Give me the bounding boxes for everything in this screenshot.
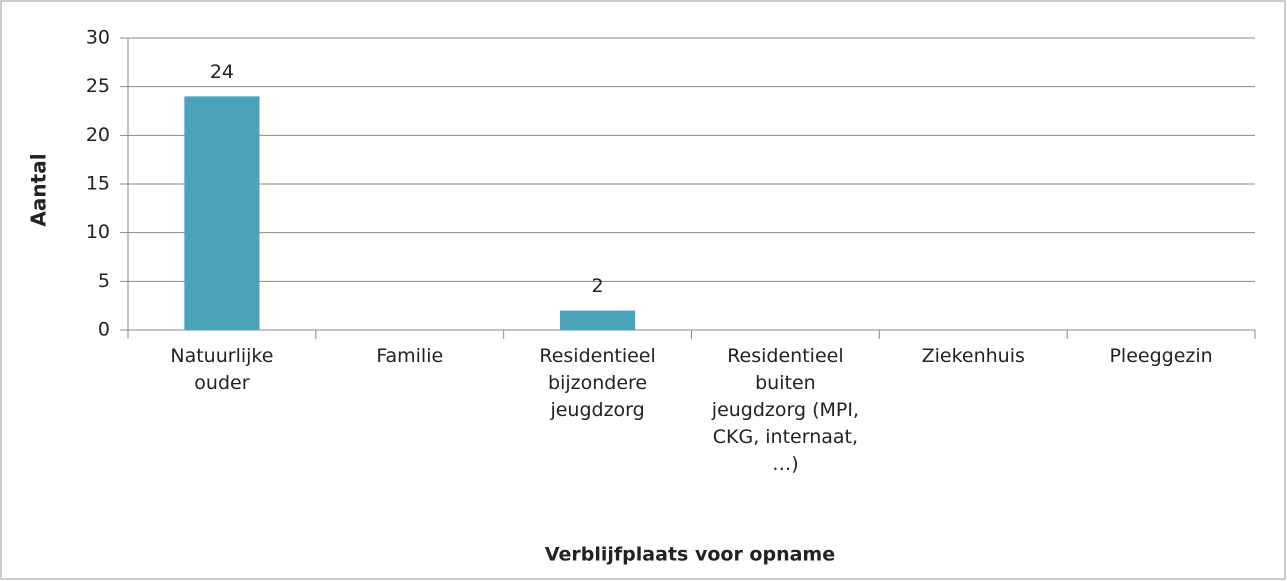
data-label: 24 bbox=[210, 61, 234, 83]
x-tick-label: Pleeggezin bbox=[1109, 345, 1213, 367]
bar bbox=[184, 96, 260, 331]
x-tick-label: Residentieel bijzondere jeugdzorg bbox=[539, 345, 656, 421]
y-tick-label: 30 bbox=[86, 27, 110, 49]
y-tick-label: 15 bbox=[86, 173, 110, 195]
y-tick-label: 0 bbox=[98, 319, 110, 341]
x-tick-label: Ziekenhuis bbox=[921, 345, 1025, 367]
y-tick-label: 5 bbox=[98, 270, 110, 292]
bar bbox=[560, 310, 636, 330]
y-tick-label: 10 bbox=[86, 221, 110, 243]
data-label: 2 bbox=[592, 275, 604, 297]
x-tick-label: Familie bbox=[376, 345, 444, 367]
x-tick-label: Natuurlijke ouder bbox=[170, 345, 274, 394]
y-axis-title: Aantal bbox=[27, 153, 51, 226]
y-tick-label: 25 bbox=[86, 75, 110, 97]
x-tick-label: Residentieel buiten jeugdzorg (MPI, CKG,… bbox=[711, 345, 860, 475]
x-axis-title: Verblijfplaats voor opname bbox=[545, 544, 835, 566]
y-tick-label: 20 bbox=[86, 124, 110, 146]
